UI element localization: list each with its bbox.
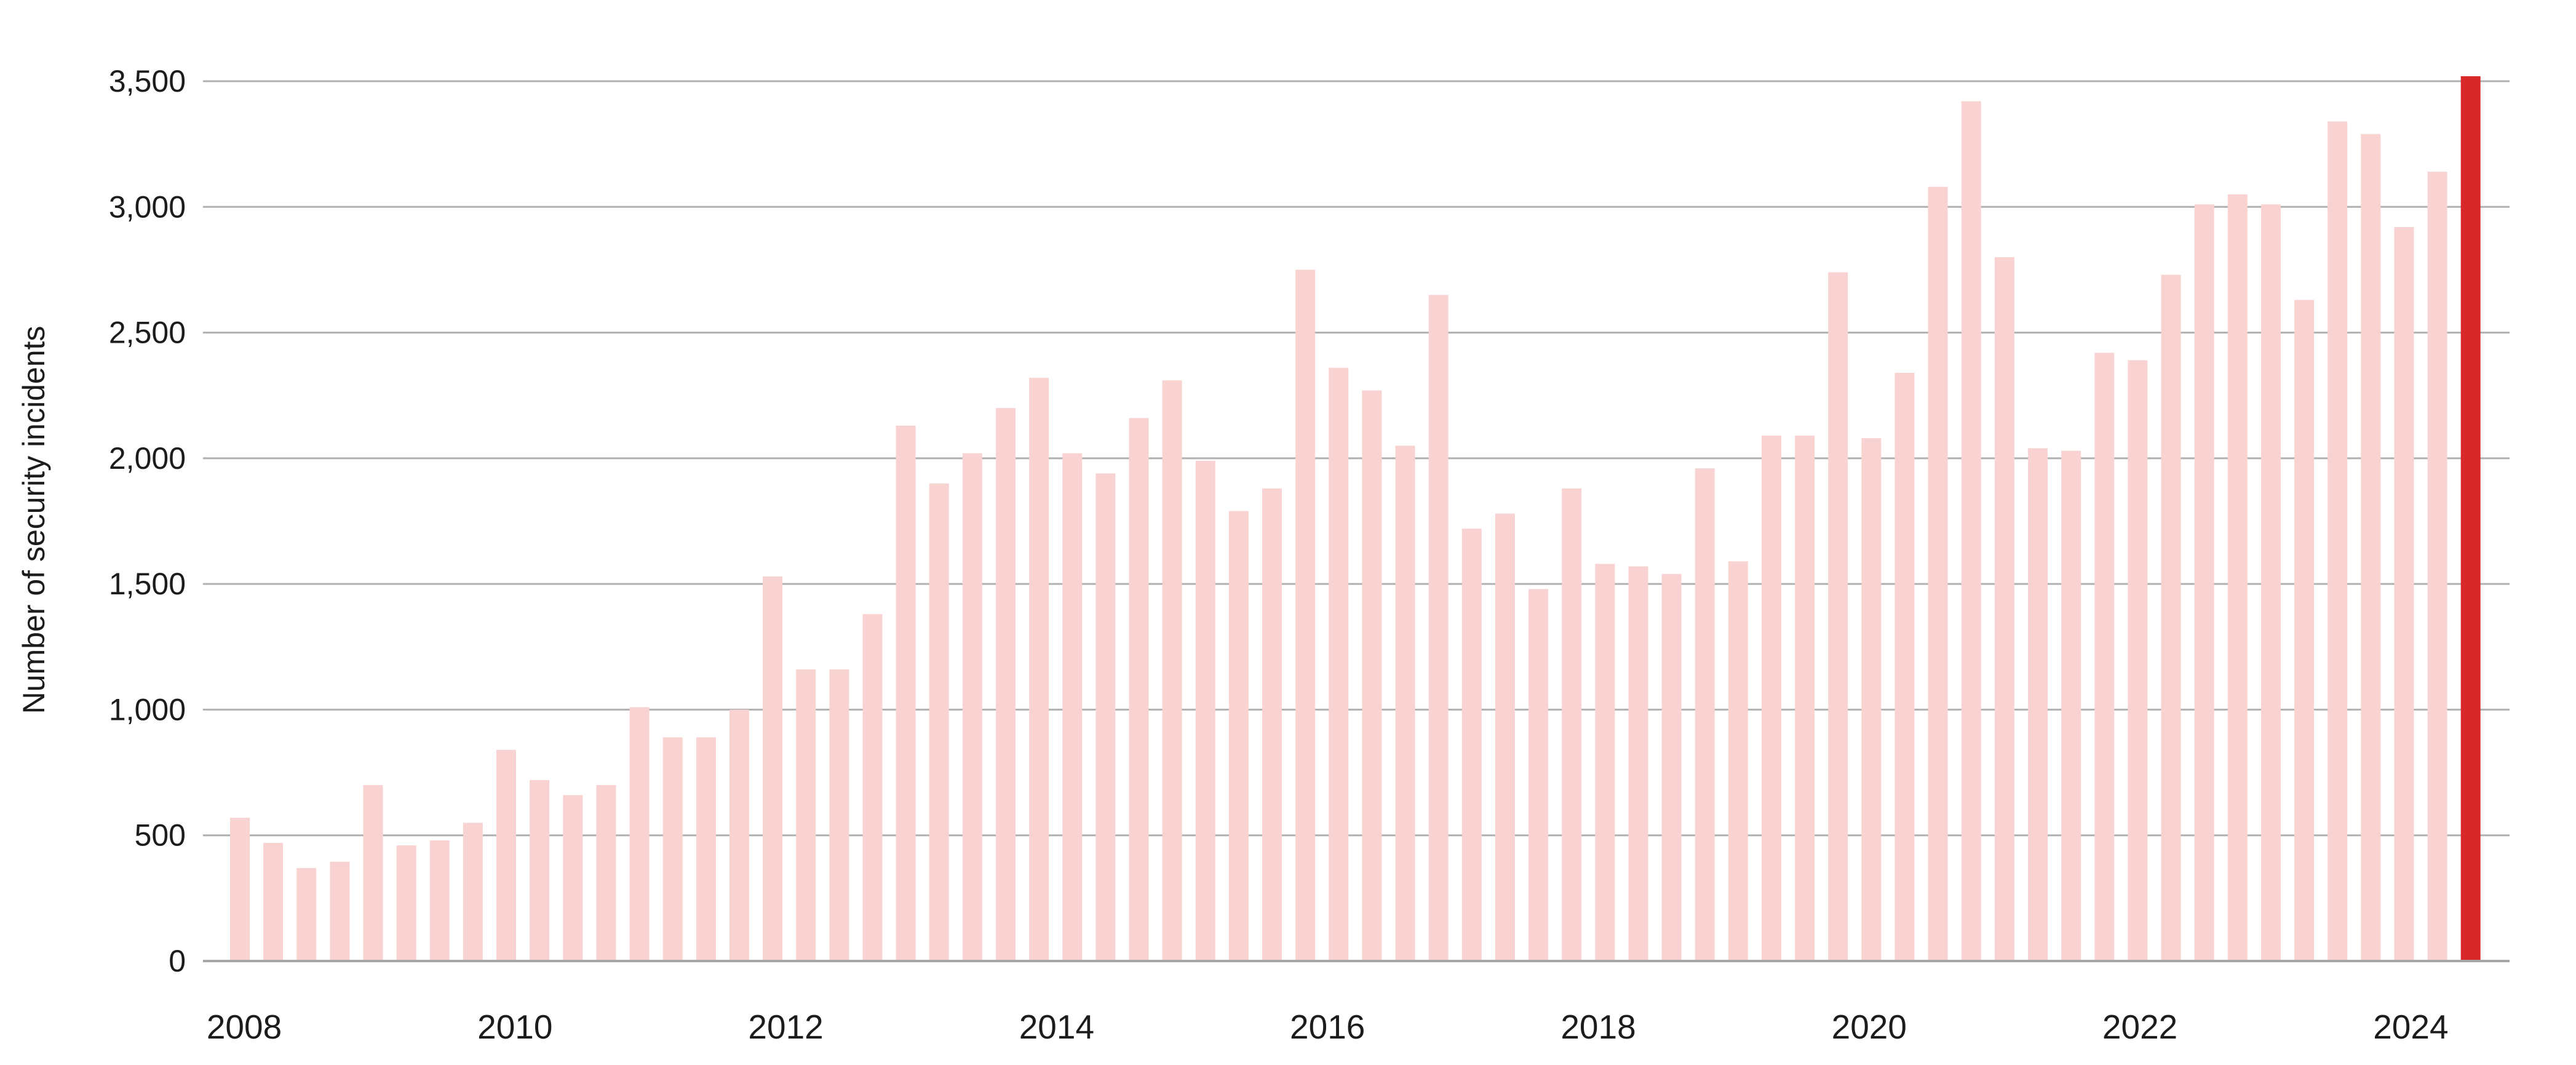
bar-2022-q1 xyxy=(2094,353,2115,961)
x-tick-label-2020: 2020 xyxy=(1832,1008,1907,1046)
bar-2010-q4 xyxy=(596,785,616,961)
y-tick-label-0: 0 xyxy=(169,944,186,978)
bar-2009-q4 xyxy=(463,823,483,961)
y-axis-title: Number of security incidents xyxy=(17,326,51,714)
bar-2019-q4 xyxy=(1795,436,1815,961)
x-tick-label-2008: 2008 xyxy=(207,1008,282,1046)
bar-2014-q4 xyxy=(1129,418,1149,961)
y-tick-label-3,500: 3,500 xyxy=(109,64,186,98)
bar-2013-q2 xyxy=(929,483,949,961)
bar-2015-q1 xyxy=(1162,380,1182,961)
y-tick-label-500: 500 xyxy=(135,818,186,853)
y-tick-label-2,000: 2,000 xyxy=(109,441,186,476)
bar-2017-q2 xyxy=(1461,529,1482,961)
bar-2018-q2 xyxy=(1595,564,1615,961)
bar-2018-q1 xyxy=(1562,488,1582,961)
bar-2010-q1 xyxy=(496,749,517,961)
bar-2022-q4 xyxy=(2194,204,2214,962)
bar-2021-q1 xyxy=(1961,101,1981,962)
bar-2008-q1 xyxy=(230,818,250,961)
x-tick-label-2010: 2010 xyxy=(477,1008,552,1046)
bar-2015-q2 xyxy=(1195,460,1215,961)
bar-2008-q3 xyxy=(296,868,317,961)
bar-2023-q1 xyxy=(2227,194,2248,961)
y-tick-label-3,000: 3,000 xyxy=(109,189,186,224)
bar-2017-q1 xyxy=(1428,295,1449,962)
x-tick-label-2018: 2018 xyxy=(1560,1008,1636,1046)
bar-2019-q1 xyxy=(1695,468,1715,961)
bar-2024-q1 xyxy=(2361,134,2381,961)
bar-2011-q2 xyxy=(662,737,683,961)
bar-2018-q3 xyxy=(1628,566,1648,961)
y-tick-label-1,500: 1,500 xyxy=(109,567,186,601)
bar-2019-q3 xyxy=(1761,436,1781,961)
bar-2011-q3 xyxy=(696,737,716,961)
bar-2017-q3 xyxy=(1495,513,1515,961)
x-tick-labels-group: 2008 2010 2012 2014 2016 2018 2020 2022 2024 xyxy=(207,1008,2449,1046)
bar-2012-q4 xyxy=(862,614,883,961)
bar-2016-q4 xyxy=(1395,445,1415,961)
bar-2013-q3 xyxy=(962,453,982,961)
bar-2020-q3 xyxy=(1894,372,1915,961)
bar-2013-q1 xyxy=(896,425,916,961)
bar-2015-q4 xyxy=(1262,488,1282,961)
bar-2014-q3 xyxy=(1095,473,1116,961)
x-tick-label-2024: 2024 xyxy=(2373,1008,2448,1046)
bar-2008-q2 xyxy=(263,842,284,961)
bar-2024-q4-highlighted xyxy=(2460,76,2481,961)
x-tick-label-2014: 2014 xyxy=(1019,1008,1094,1046)
bar-2010-q3 xyxy=(563,795,583,961)
bar-2023-q4 xyxy=(2328,121,2348,961)
bar-2012-q1 xyxy=(763,576,783,961)
bar-2020-q4 xyxy=(1928,186,1948,962)
bar-2024-q3 xyxy=(2427,172,2447,962)
x-tick-label-2012: 2012 xyxy=(748,1008,823,1046)
bar-2012-q2 xyxy=(796,669,816,961)
x-tick-label-2022: 2022 xyxy=(2102,1008,2177,1046)
bar-2023-q2 xyxy=(2260,204,2281,962)
bar-2022-q3 xyxy=(2161,274,2181,962)
bar-2022-q2 xyxy=(2128,360,2148,961)
bar-2015-q3 xyxy=(1228,511,1249,961)
bar-2023-q3 xyxy=(2294,300,2315,961)
bar-2012-q3 xyxy=(829,669,849,961)
bar-2016-q1 xyxy=(1295,269,1316,961)
bar-2024-q2 xyxy=(2394,226,2414,961)
bar-2009-q1 xyxy=(363,785,383,961)
bar-2020-q1 xyxy=(1828,272,1848,961)
bar-2021-q2 xyxy=(1994,257,2014,961)
bar-2021-q4 xyxy=(2061,450,2081,961)
bar-2011-q4 xyxy=(729,709,749,961)
y-tick-label-2,500: 2,500 xyxy=(109,316,186,350)
x-tick-label-2016: 2016 xyxy=(1290,1008,1365,1046)
bar-2016-q2 xyxy=(1329,367,1349,961)
bar-2018-q4 xyxy=(1661,573,1682,961)
bar-2008-q4 xyxy=(330,861,350,961)
bar-2021-q3 xyxy=(2028,448,2048,961)
bar-2016-q3 xyxy=(1362,390,1382,961)
bar-2010-q2 xyxy=(530,780,550,961)
bar-2020-q2 xyxy=(1861,438,1882,961)
bar-2009-q3 xyxy=(429,840,450,961)
y-tick-label-1,000: 1,000 xyxy=(109,692,186,727)
bar-2014-q1 xyxy=(1029,378,1049,961)
bar-2011-q1 xyxy=(629,707,650,961)
bar-2009-q2 xyxy=(396,845,416,961)
bar-2017-q4 xyxy=(1529,589,1549,961)
bars-group xyxy=(230,76,2481,962)
bar-2014-q2 xyxy=(1062,453,1083,961)
y-tick-labels-group: 0 500 1,000 1,500 2,000 2,500 3,000 3,500 xyxy=(109,64,186,978)
bar-2019-q2 xyxy=(1728,561,1748,961)
bar-2013-q4 xyxy=(995,408,1016,961)
